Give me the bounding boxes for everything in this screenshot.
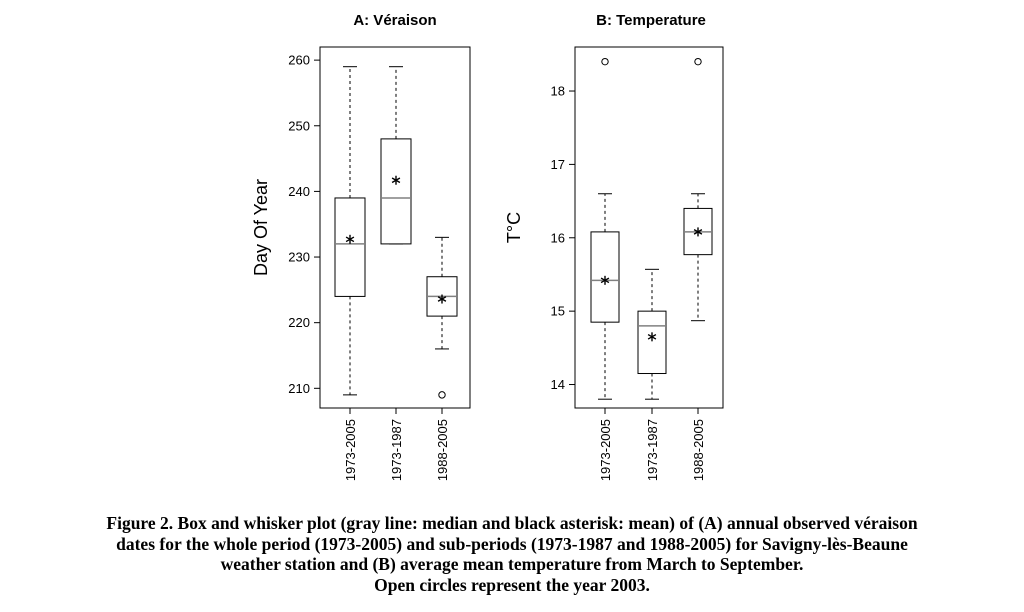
figure-caption: Figure 2. Box and whisker plot (gray lin… [0,513,1024,595]
mean-asterisk [600,275,610,285]
y-tick-label: 210 [288,381,310,396]
box-2: 1973-1987 [380,66,412,481]
x-tick-label: 1988-2005 [435,419,450,481]
mean-asterisk-stroke [647,333,657,340]
y-tick-label: 15 [551,304,565,319]
mean-asterisk-stroke [391,177,401,184]
outlier-point [694,57,702,66]
caption-line-3: weather station and (B) average mean tem… [220,554,804,574]
y-tick-label: 18 [551,84,565,99]
outlier-point [438,391,446,399]
chart-title: B: Temperature [596,12,706,29]
y-tick-label: 16 [551,230,565,245]
iqr-box [637,310,667,375]
mean-asterisk [345,234,355,244]
x-tick-label: 1973-2005 [343,419,358,481]
mean-asterisk [693,227,703,237]
x-tick-label: 1973-2005 [598,419,613,481]
y-tick-label: 250 [288,118,310,133]
plot-frame [574,46,724,409]
y-tick-label: 260 [288,53,310,68]
y-tick-label: 220 [288,315,310,330]
outlier-point [601,57,609,66]
mean-asterisk [647,332,657,342]
y-tick-label: 14 [551,377,565,392]
box-1: 1973-2005 [590,57,620,481]
mean-asterisk [391,175,401,185]
mean-asterisk-stroke [345,236,355,243]
box-3: 1988-2005 [683,57,713,481]
iqr-box [334,197,366,297]
caption-line-4: Open circles represent the year 2003. [374,574,650,595]
y-axis-label: T°C [504,212,524,243]
mean-asterisk-stroke [437,296,447,302]
mean-asterisk [437,294,447,304]
x-tick-label: 1988-2005 [691,419,706,481]
caption-line-2: dates for the whole period (1973-2005) a… [116,533,908,554]
caption-line-1: Figure 2. Box and whisker plot (gray lin… [106,513,918,533]
panel-b: B: Temperature 14 15 16 17 18 T°C 1973-2005 1973… [504,12,724,481]
mean-asterisk-stroke [693,229,703,235]
x-tick-label: 1973-1987 [389,419,404,481]
iqr-box [380,138,412,245]
box-1: 1973-2005 [334,66,366,481]
box-2: 1973-1987 [637,268,667,481]
chart-title: A: Véraison [353,12,436,29]
y-tick-label: 230 [288,250,310,265]
x-tick-label: 1973-1987 [645,419,660,481]
y-tick-label: 240 [288,184,310,199]
mean-asterisk-stroke [600,277,610,284]
plot-frame [319,46,471,409]
panel-a: A: Véraison 210 220 230 240 250 260 Day Of Year… [251,12,471,481]
box-3: 1988-2005 [426,236,458,481]
y-axis-label: Day Of Year [251,179,271,276]
y-tick-label: 17 [551,157,565,172]
